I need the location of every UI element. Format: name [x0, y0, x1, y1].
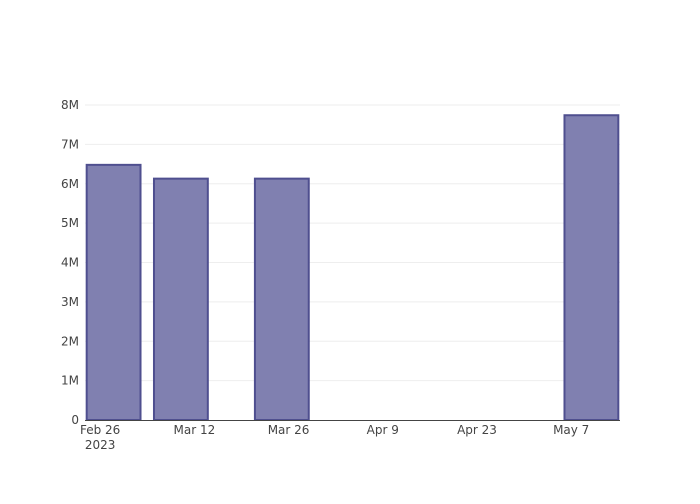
y-tick-labels: 0 1M 2M 3M 4M 5M 6M 7M 8M: [61, 98, 79, 427]
y-tick-label: 0: [71, 413, 79, 427]
bar: [152, 177, 209, 421]
bars: [85, 114, 620, 422]
y-tick-label: 8M: [61, 98, 79, 112]
y-tick-label: 5M: [61, 216, 79, 230]
y-tick-label: 2M: [61, 334, 79, 348]
x-tick-label: May 7: [553, 423, 589, 437]
y-tick-label: 1M: [61, 374, 79, 388]
bar: [253, 177, 310, 421]
x-tick-label: Mar 12: [173, 423, 215, 437]
x-tick-label: Apr 9: [367, 423, 399, 437]
x-tick-year-label: 2023: [85, 438, 116, 452]
y-tick-label: 7M: [61, 137, 79, 151]
bar: [563, 114, 620, 422]
y-tick-label: 3M: [61, 295, 79, 309]
x-tick-label: Feb 26: [80, 423, 120, 437]
x-tick-label: Mar 26: [268, 423, 310, 437]
x-tick-label: Apr 23: [457, 423, 497, 437]
y-tick-label: 6M: [61, 177, 79, 191]
bar: [85, 163, 142, 421]
y-tick-label: 4M: [61, 256, 79, 270]
